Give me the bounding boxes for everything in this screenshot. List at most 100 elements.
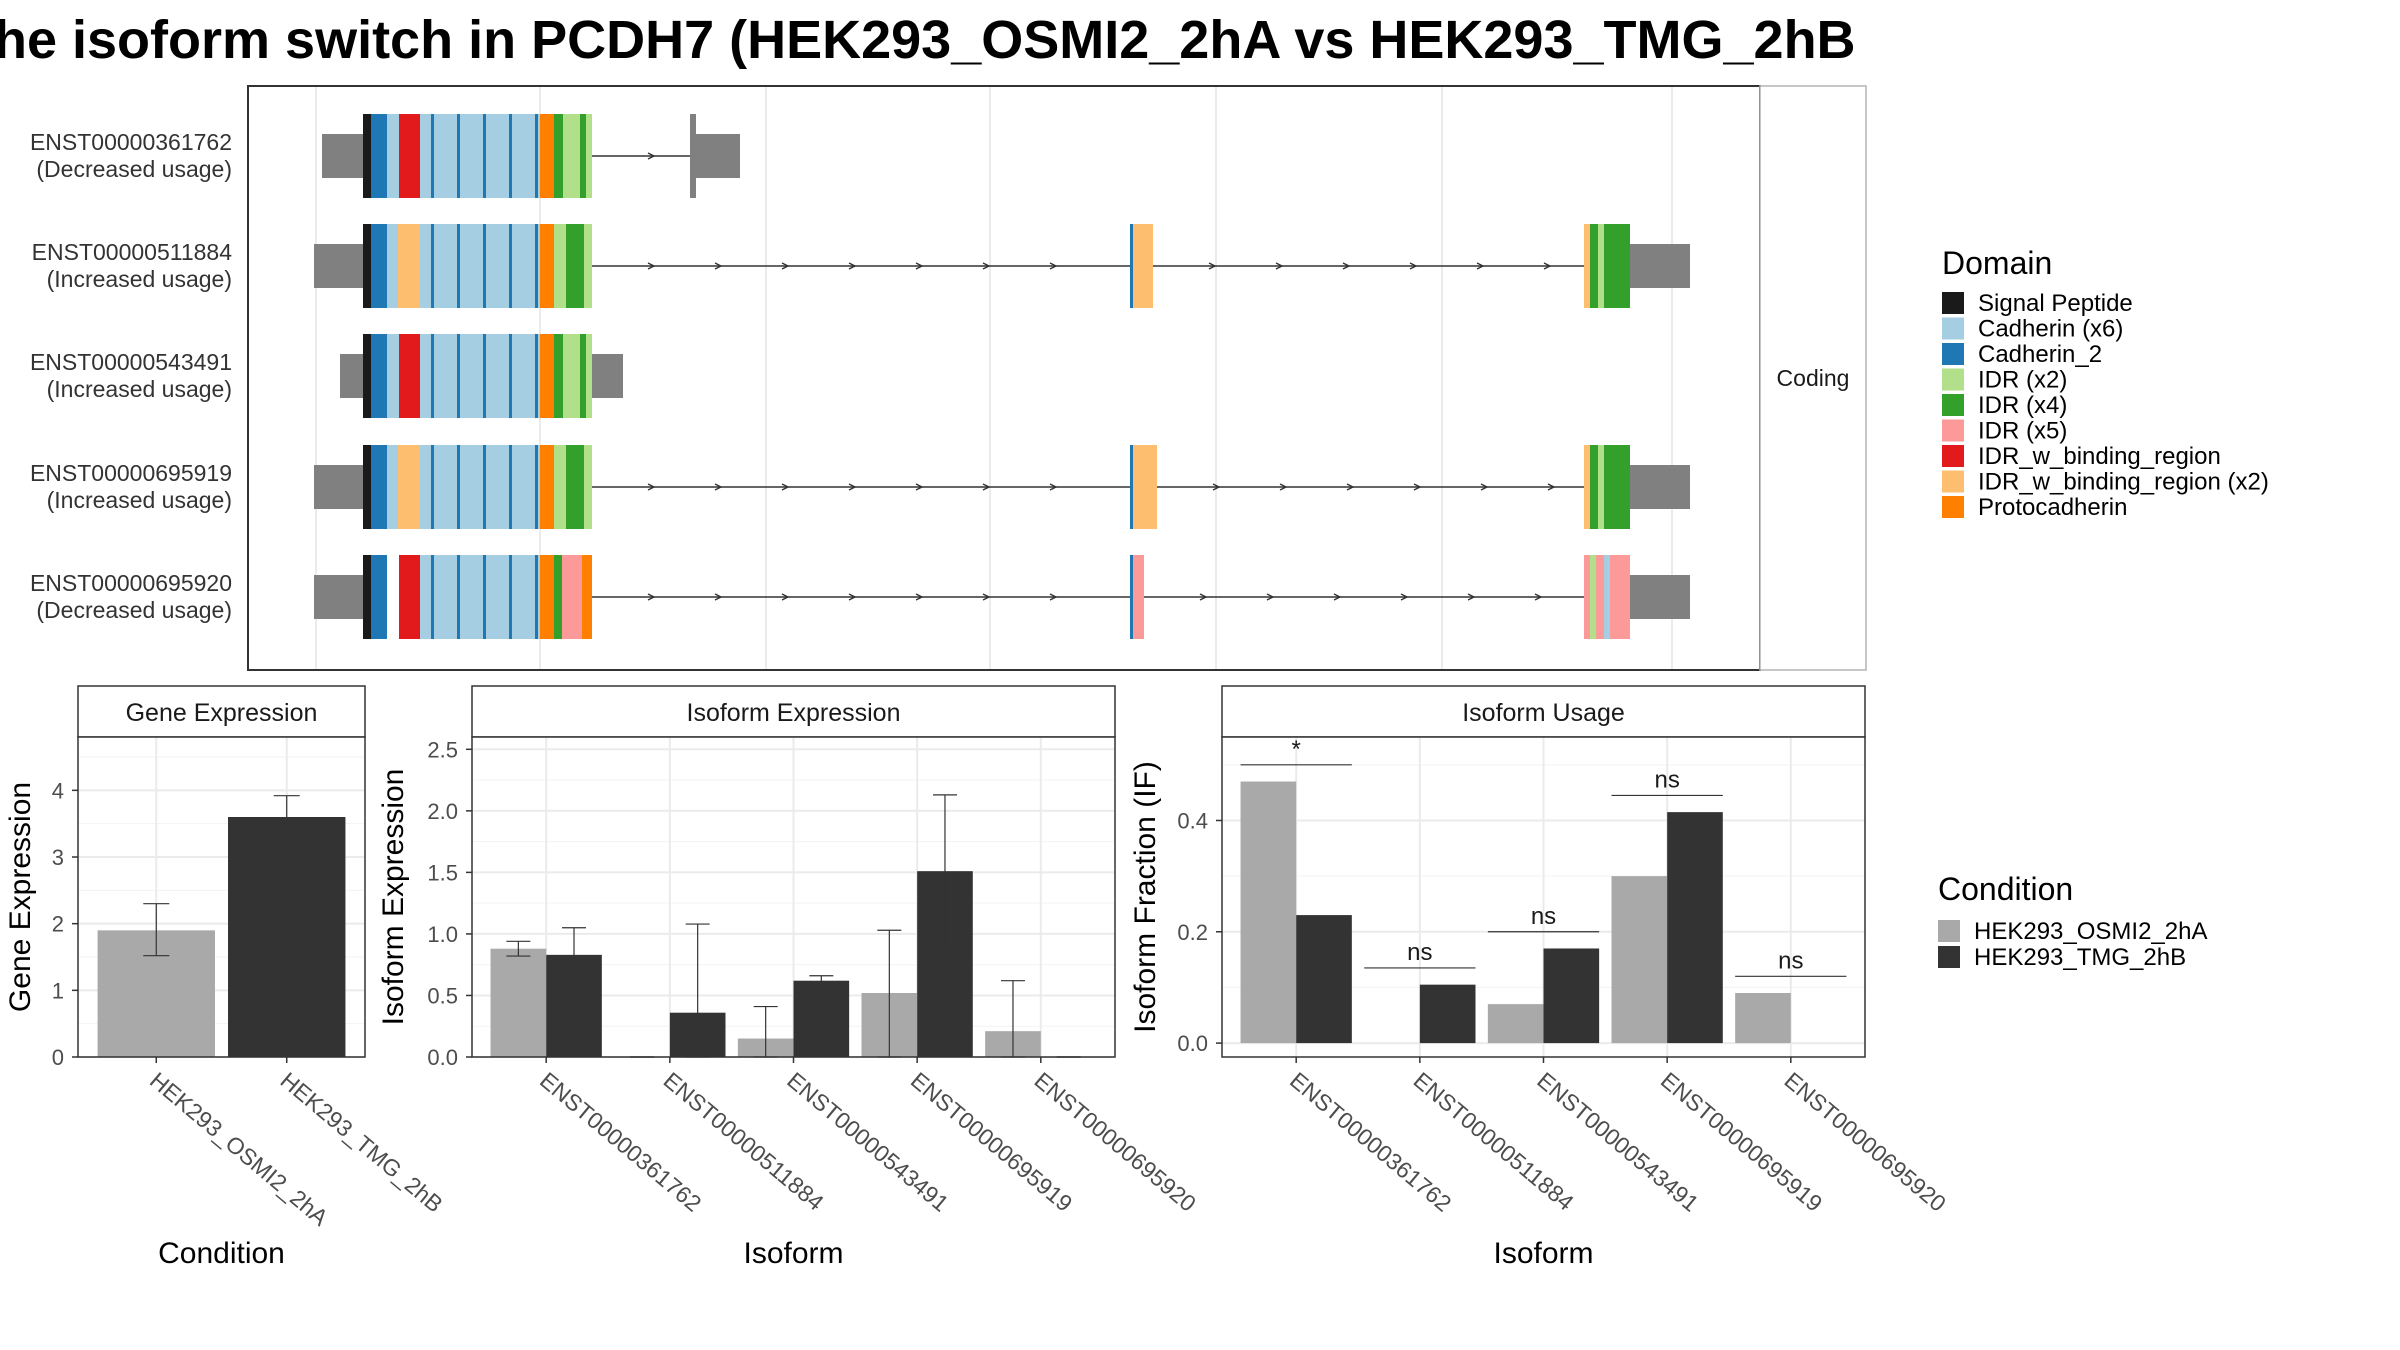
transcript-id: ENST00000695919 bbox=[30, 460, 232, 486]
utr-block bbox=[1630, 465, 1690, 509]
domain-cadherin-x6 bbox=[512, 334, 524, 418]
intron-arrow bbox=[647, 152, 656, 160]
intron-arrow bbox=[1199, 593, 1208, 601]
bar bbox=[1543, 948, 1600, 1044]
domain-cadherin-x6 bbox=[460, 224, 472, 308]
domain-cadherin-x6 bbox=[446, 224, 457, 308]
domain-legend-swatch bbox=[1942, 292, 1964, 314]
domain-cadherin-x6 bbox=[446, 555, 457, 639]
y-axis-title: Gene Expression bbox=[4, 782, 37, 1012]
domain-cadherin-2 bbox=[1130, 445, 1133, 529]
domain-cadherin-2 bbox=[483, 114, 486, 198]
domain-idr-x4 bbox=[1618, 445, 1630, 529]
domain-cadherin-2 bbox=[535, 224, 538, 308]
domain-cadherin-2 bbox=[483, 555, 486, 639]
intron-arrow bbox=[1409, 262, 1418, 270]
y-tick-label: 2.0 bbox=[427, 799, 458, 824]
domain-cadherin-2 bbox=[457, 555, 460, 639]
utr-block bbox=[314, 244, 363, 288]
domain-cadherin-x6 bbox=[387, 114, 399, 198]
condition-legend-label: HEK293_TMG_2hB bbox=[1974, 944, 2186, 971]
domain-cadherin-x6 bbox=[1604, 555, 1610, 639]
domain-legend-swatch bbox=[1942, 343, 1964, 365]
domain-cadherin-x6 bbox=[446, 114, 457, 198]
domain-idr-x5 bbox=[1596, 555, 1604, 639]
transcript-id: ENST00000695920 bbox=[30, 570, 232, 596]
domain-legend-label: IDR (x4) bbox=[1978, 392, 2067, 419]
bar bbox=[1240, 781, 1297, 1044]
domain-idr-x5 bbox=[1622, 555, 1630, 639]
domain-idr-x2 bbox=[584, 445, 592, 529]
domain-cadherin-x6 bbox=[434, 114, 446, 198]
domain-idr-w-binding-region bbox=[399, 334, 420, 418]
domain-protocadherin bbox=[540, 445, 554, 529]
domain-idr-x2 bbox=[584, 224, 592, 308]
domain-cadherin-x6 bbox=[434, 555, 446, 639]
intron-arrow bbox=[1547, 483, 1556, 491]
domain-cadherin-2 bbox=[371, 445, 387, 529]
domain-cadherin-2 bbox=[1130, 555, 1133, 639]
domain-cadherin-x6 bbox=[524, 334, 535, 418]
domain-cadherin-x6 bbox=[434, 334, 446, 418]
domain-idr-w-binding-region-x2 bbox=[398, 445, 420, 529]
domain-idr-x2 bbox=[586, 334, 592, 418]
domain-idr-x5 bbox=[562, 555, 568, 639]
domain-idr-x4 bbox=[566, 445, 584, 529]
domain-idr-x5 bbox=[1584, 555, 1590, 639]
domain-protocadherin bbox=[540, 555, 554, 639]
domain-cadherin-x6 bbox=[420, 334, 431, 418]
domain-cadherin-x6 bbox=[420, 224, 431, 308]
domain-idr-x4 bbox=[1604, 224, 1618, 308]
domain-idr-x2 bbox=[1598, 224, 1604, 308]
bar bbox=[228, 817, 346, 1057]
domain-idr-w-binding-region-x2 bbox=[1584, 445, 1590, 529]
domain-cadherin-2 bbox=[535, 445, 538, 529]
domain-cadherin-2 bbox=[509, 224, 512, 308]
intron-arrow bbox=[915, 593, 924, 601]
intron-arrow bbox=[982, 593, 991, 601]
significance-label: ns bbox=[1531, 903, 1556, 930]
intron-arrow bbox=[714, 262, 723, 270]
domain-idr-w-binding-region-x2 bbox=[398, 224, 420, 308]
domain-legend-label: IDR_w_binding_region bbox=[1978, 443, 2221, 470]
domain-cadherin-x6 bbox=[512, 555, 524, 639]
domain-idr-x4 bbox=[1618, 224, 1630, 308]
domain-legend-label: Protocadherin bbox=[1978, 494, 2127, 521]
significance-label: ns bbox=[1778, 947, 1803, 974]
intron-arrow bbox=[1467, 593, 1476, 601]
utr-block bbox=[1630, 575, 1690, 619]
x-axis-title: Condition bbox=[158, 1237, 285, 1270]
domain-idr-x2 bbox=[554, 445, 566, 529]
intron-arrow bbox=[1413, 483, 1422, 491]
chart-strip bbox=[1221, 685, 1866, 738]
domain-cadherin-x6 bbox=[434, 224, 446, 308]
domain-idr-x5 bbox=[1610, 555, 1622, 639]
transcript-usage: (Decreased usage) bbox=[36, 597, 232, 623]
domain-cadherin-x6 bbox=[387, 224, 398, 308]
domain-idr-x2 bbox=[1598, 445, 1604, 529]
domain-idr-x2 bbox=[554, 224, 566, 308]
domain-idr-x5 bbox=[1133, 555, 1144, 639]
utr-block bbox=[592, 354, 623, 398]
domain-idr-x2 bbox=[563, 114, 580, 198]
domain-cadherin-x6 bbox=[486, 334, 498, 418]
utr-block bbox=[1630, 244, 1690, 288]
utr-block bbox=[314, 575, 363, 619]
domain-protocadherin bbox=[540, 224, 554, 308]
domain-cadherin-2 bbox=[1130, 224, 1133, 308]
intron-arrow bbox=[848, 483, 857, 491]
chart-isoform-usage: Isoform Usage0.00.20.4*nsnsnsnsENST00000… bbox=[1129, 685, 1951, 1270]
domain-idr-w-binding-region-x2 bbox=[1584, 224, 1590, 308]
y-tick-label: 1.0 bbox=[427, 922, 458, 947]
domain-cadherin-x6 bbox=[472, 555, 483, 639]
domain-signal-peptide bbox=[363, 555, 371, 639]
domain-idr-x2 bbox=[563, 334, 580, 418]
domain-cadherin-2 bbox=[535, 114, 538, 198]
y-tick-label: 2.5 bbox=[427, 737, 458, 762]
domain-idr-x4 bbox=[554, 555, 562, 639]
bar-charts: Gene Expression01234HEK293_OSMI2_2hAHEK2… bbox=[4, 685, 1951, 1270]
domain-legend-label: Cadherin (x6) bbox=[1978, 316, 2123, 343]
domain-cadherin-2 bbox=[431, 555, 434, 639]
y-tick-label: 1 bbox=[52, 978, 64, 1003]
domain-cadherin-2 bbox=[371, 555, 387, 639]
